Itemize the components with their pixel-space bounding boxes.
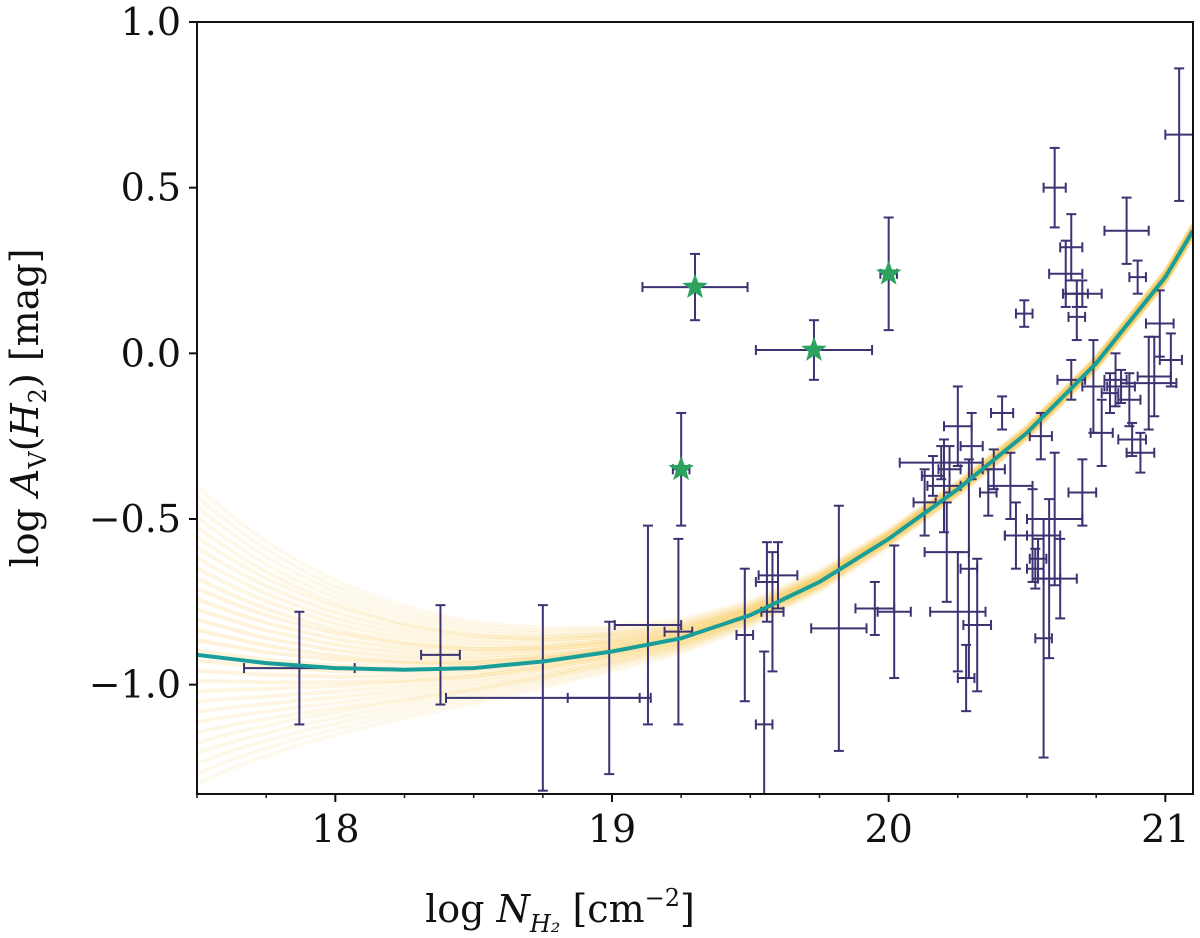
sample-curve (197, 234, 1193, 652)
y-tick-label: 0.5 (121, 166, 181, 210)
data-point (754, 650, 774, 794)
data-point (854, 580, 896, 636)
x-tick-label: 20 (864, 807, 912, 851)
data-point (810, 504, 868, 752)
y-tick-label: 0.0 (121, 331, 181, 375)
sample-curve (197, 222, 1193, 630)
plot-frame (196, 21, 1194, 795)
data-point (566, 620, 652, 776)
sample-curve (197, 226, 1193, 643)
star-marker (668, 455, 694, 481)
sample-curve (197, 236, 1193, 786)
star-marker (801, 336, 827, 361)
data-point (1061, 279, 1103, 308)
axis-ticks: 18 19 20 21 −1.0 −0.5 0.0 0.5 1.0 (89, 0, 1190, 851)
data-point (926, 438, 962, 534)
data-point (1117, 372, 1142, 428)
data-point (1158, 332, 1183, 388)
y-tick-label: −1.0 (89, 663, 181, 707)
data-point (876, 544, 912, 680)
sample-curve (197, 235, 1193, 685)
data-point (1117, 421, 1147, 458)
sample-curve (197, 233, 1193, 776)
data-point (735, 567, 755, 703)
sample-curve (197, 226, 1193, 655)
data-point (663, 537, 694, 726)
sample-curve (197, 223, 1193, 640)
data-point (1048, 239, 1084, 308)
data-point (1136, 335, 1172, 418)
data-point (1042, 146, 1067, 229)
highlight-point (641, 252, 749, 322)
y-tick-label: −0.5 (89, 497, 181, 541)
star-marker (875, 260, 902, 285)
y-axis-label: log AV(H2) [mag] (3, 248, 52, 567)
sample-curve (197, 232, 1193, 725)
data-point (757, 541, 799, 610)
sample-curve (197, 232, 1193, 679)
data-point (1120, 335, 1178, 431)
fit-curve-layer (197, 229, 1193, 672)
data-point (1014, 299, 1034, 328)
sample-curve (197, 223, 1193, 652)
star-marker (682, 273, 708, 298)
data-point (990, 395, 1015, 431)
data-point (1164, 67, 1193, 202)
data-point (962, 557, 993, 693)
highlight-points (641, 216, 902, 527)
data-point (1125, 431, 1156, 474)
y-tick-label: 1.0 (121, 0, 181, 44)
data-point (1067, 458, 1098, 527)
data-point (1103, 196, 1150, 265)
x-axis-label: log NH₂ [cm−2] (425, 884, 695, 938)
data-point (1103, 352, 1128, 408)
x-tick-label: 18 (311, 807, 359, 851)
data-point (943, 385, 973, 467)
fit-curve (197, 229, 1193, 672)
x-tick-label: 21 (1141, 807, 1189, 851)
data-point (1026, 547, 1045, 590)
measurement-points (243, 67, 1193, 794)
sample-curve (197, 235, 1193, 735)
highlight-point (668, 411, 694, 527)
data-point (613, 524, 683, 726)
data-point (1144, 289, 1175, 358)
data-point (1059, 213, 1084, 282)
data-point (1128, 259, 1147, 295)
sample-curve (197, 225, 1193, 633)
x-tick-label: 19 (588, 807, 636, 851)
sample-curve (197, 224, 1193, 666)
data-point (1042, 537, 1078, 620)
highlight-point (875, 216, 902, 332)
data-point (1089, 398, 1114, 467)
data-point (420, 604, 461, 706)
highlight-point (754, 319, 874, 381)
data-point (1081, 339, 1106, 434)
